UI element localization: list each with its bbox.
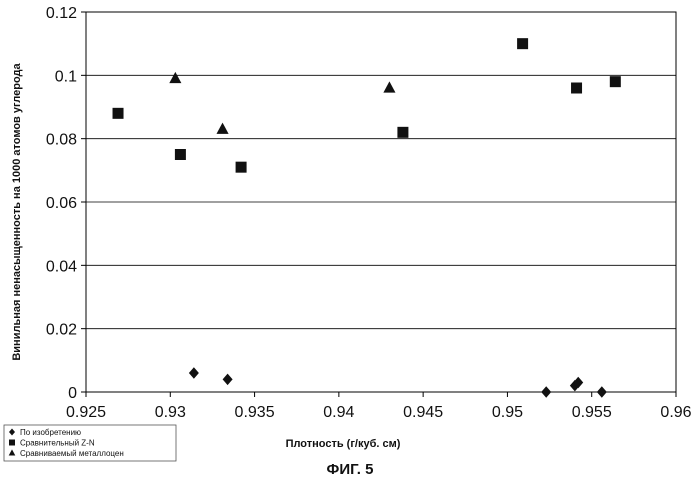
y-tick-labels: 0 0.02 0.04 0.06 0.08 0.1 0.12: [46, 5, 77, 402]
point-square: [397, 127, 408, 138]
point-triangle: [169, 72, 181, 83]
legend-label: Сравнительный Z-N: [20, 439, 95, 448]
point-diamond: [223, 374, 233, 386]
y-tick-label: 0.04: [46, 258, 77, 275]
x-tick-label: 0.955: [572, 404, 612, 421]
y-tick-label: 0: [68, 385, 77, 402]
legend: По изобретению Сравнительный Z-NСравнивае…: [4, 425, 176, 461]
point-diamond: [597, 386, 607, 398]
x-tick-label: 0.94: [323, 404, 354, 421]
point-triangle: [383, 81, 395, 92]
x-tick-label: 0.925: [66, 404, 106, 421]
x-tick-label: 0.935: [235, 404, 275, 421]
data-points: [113, 38, 621, 398]
legend-marker-square: [9, 440, 15, 446]
y-tick-label: 0.08: [46, 132, 77, 149]
point-square: [610, 76, 621, 87]
figure-label: ФИГ. 5: [327, 461, 374, 478]
point-square: [236, 162, 247, 173]
y-tick-label: 0.02: [46, 322, 77, 339]
legend-label: По изобретению: [20, 428, 81, 437]
point-square: [517, 38, 528, 49]
point-square: [571, 83, 582, 94]
x-tick-labels: 0.925 0.93 0.935 0.94 0.945 0.95 0.955 0.96: [66, 404, 692, 421]
x-tick-label: 0.95: [492, 404, 523, 421]
x-tick-label: 0.93: [155, 404, 186, 421]
y-axis-title: Винильная ненасыщенность на 1000 атомов …: [11, 62, 23, 360]
point-diamond: [541, 386, 551, 398]
gridlines: [86, 75, 676, 328]
y-tick-label: 0.1: [55, 68, 77, 85]
axes: [81, 12, 676, 397]
x-tick-label: 0.96: [660, 404, 691, 421]
y-tick-label: 0.06: [46, 195, 77, 212]
legend-label: Сравниваемый металлоцен: [20, 449, 124, 458]
point-diamond: [189, 367, 199, 379]
point-square: [113, 108, 124, 119]
x-axis-title: Плотность (г/куб. см): [286, 438, 401, 450]
point-square: [175, 149, 186, 160]
point-triangle: [216, 123, 228, 134]
y-tick-label: 0.12: [46, 5, 77, 22]
scatter-chart: 00.020.040.060.080.10.12 0.9250.930.9350…: [0, 0, 700, 486]
x-tick-label: 0.945: [403, 404, 443, 421]
